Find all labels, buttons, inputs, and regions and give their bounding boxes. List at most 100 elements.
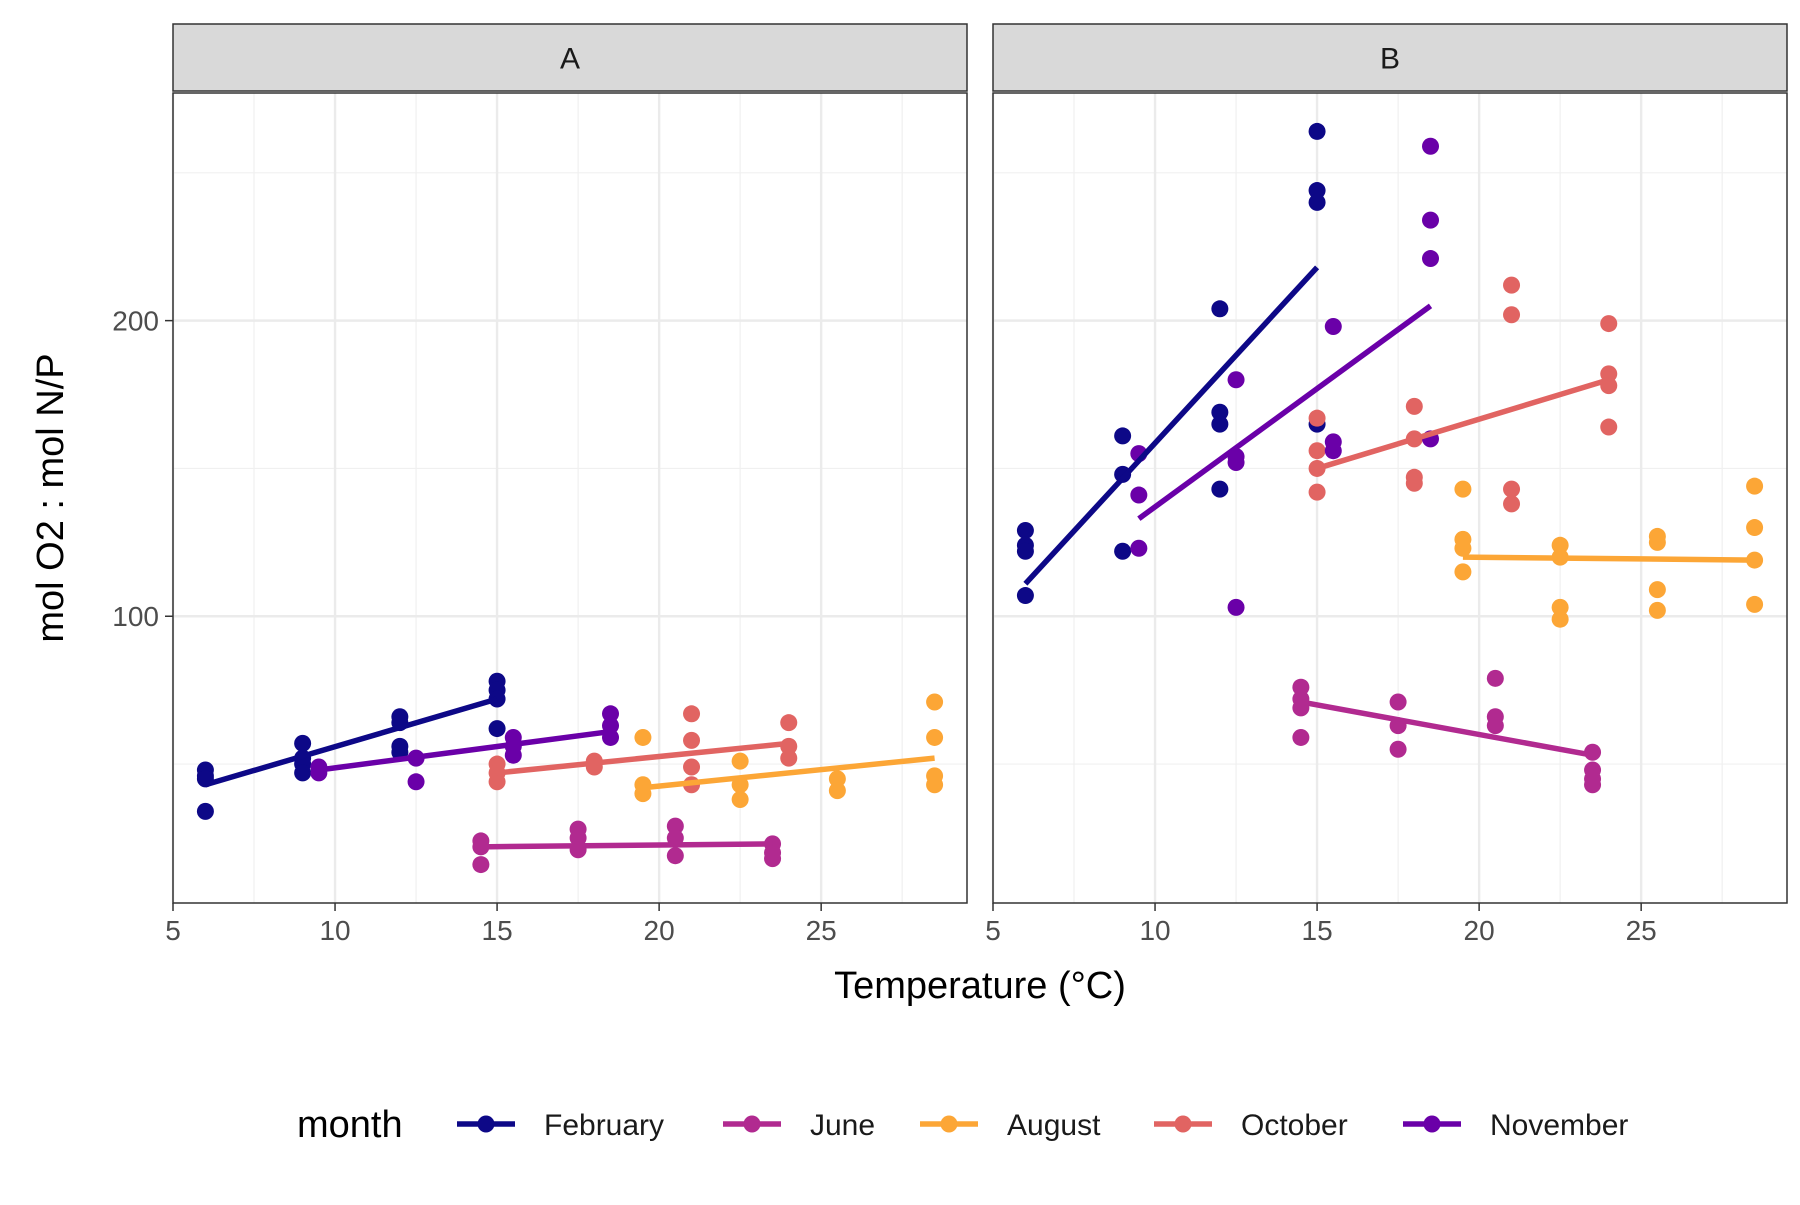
data-point [1389, 740, 1407, 758]
x-tick-label: 15 [482, 915, 513, 946]
data-point [407, 773, 425, 791]
fit-line-february [1023, 265, 1320, 586]
x-tick-label: 10 [1139, 915, 1170, 946]
data-point [1308, 182, 1326, 200]
data-point [1016, 542, 1034, 560]
data-point [1746, 519, 1764, 537]
x-axis-title: Temperature (°C) [834, 965, 1126, 1007]
x-tick-label: 5 [165, 915, 181, 946]
data-point [1648, 601, 1666, 619]
data-point [1551, 536, 1569, 554]
legend-item-november: November [1403, 1109, 1628, 1142]
panel-border [992, 92, 1788, 904]
data-point [1308, 409, 1326, 427]
series-june [1292, 669, 1602, 794]
legend-label: November [1490, 1109, 1628, 1142]
fit-line-november [1137, 303, 1433, 521]
panel-background [993, 93, 1787, 903]
data-point [926, 693, 944, 711]
data-point [1308, 442, 1326, 460]
data-point [1405, 474, 1423, 492]
data-point [1114, 427, 1132, 445]
data-point [1114, 542, 1132, 560]
legend-key-point [477, 1115, 495, 1133]
panel-border [172, 92, 968, 904]
data-point [1292, 678, 1310, 696]
legend-key-point [1174, 1115, 1192, 1133]
facet-label: A [560, 43, 580, 76]
data-point [780, 714, 798, 732]
data-point [1422, 250, 1440, 268]
fit-line-october [1316, 377, 1610, 472]
data-point [1503, 495, 1521, 513]
data-point [1211, 403, 1229, 421]
legend-title: month [297, 1104, 403, 1146]
data-point [1454, 563, 1472, 581]
data-point [780, 749, 798, 767]
x-tick-label: 10 [319, 915, 350, 946]
data-point [1600, 315, 1618, 333]
data-point [666, 817, 684, 835]
data-point [683, 705, 701, 723]
data-point [1648, 581, 1666, 599]
x-tick-label: 5 [985, 915, 1001, 946]
data-point [1227, 371, 1245, 389]
data-point [1211, 480, 1229, 498]
data-point [1746, 477, 1764, 495]
legend-key-point [743, 1115, 761, 1133]
data-point [1584, 776, 1602, 794]
data-point [1405, 397, 1423, 415]
y-tick-label: 100 [112, 601, 159, 632]
data-point [634, 728, 652, 746]
data-point [1308, 193, 1326, 211]
data-point [731, 752, 749, 770]
y-tick-label: 200 [112, 306, 159, 337]
data-point [926, 776, 944, 794]
data-point [1211, 300, 1229, 318]
data-point [1551, 610, 1569, 628]
data-point [1130, 539, 1148, 557]
legend-item-october: October [1154, 1109, 1348, 1142]
legend: month February June August October November [297, 1104, 1628, 1146]
data-point [1503, 276, 1521, 294]
data-point [666, 847, 684, 865]
data-point [1308, 122, 1326, 140]
data-point [828, 782, 846, 800]
fit-line-october [496, 740, 790, 776]
data-point [683, 758, 701, 776]
data-point [294, 734, 312, 752]
legend-label: October [1241, 1109, 1348, 1142]
data-point [1648, 533, 1666, 551]
x-tick-label: 25 [806, 915, 837, 946]
panel-background [173, 93, 967, 903]
data-point [1486, 717, 1504, 735]
data-point [1227, 454, 1245, 472]
data-point [504, 746, 522, 764]
data-point [926, 728, 944, 746]
x-tick-label: 25 [1626, 915, 1657, 946]
data-point [294, 764, 312, 782]
data-point [828, 770, 846, 788]
data-point [602, 705, 620, 723]
data-point [1324, 442, 1342, 460]
data-point [1308, 483, 1326, 501]
data-point [1600, 365, 1618, 383]
fit-line-november [318, 728, 611, 773]
facet-strip [992, 23, 1788, 92]
data-point [488, 720, 506, 738]
legend-item-august: August [920, 1109, 1101, 1142]
data-point [569, 829, 587, 847]
legend-item-june: June [723, 1109, 875, 1142]
x-tick-label: 20 [1464, 915, 1495, 946]
data-point [1016, 587, 1034, 605]
legend-label: August [1007, 1109, 1101, 1142]
data-point [731, 791, 749, 809]
fit-line-february [204, 696, 498, 788]
legend-item-february: February [457, 1109, 664, 1142]
data-point [1503, 480, 1521, 498]
data-point [1130, 486, 1148, 504]
legend-label: February [544, 1109, 664, 1142]
data-point [764, 850, 782, 868]
fit-line-june [1300, 699, 1594, 758]
